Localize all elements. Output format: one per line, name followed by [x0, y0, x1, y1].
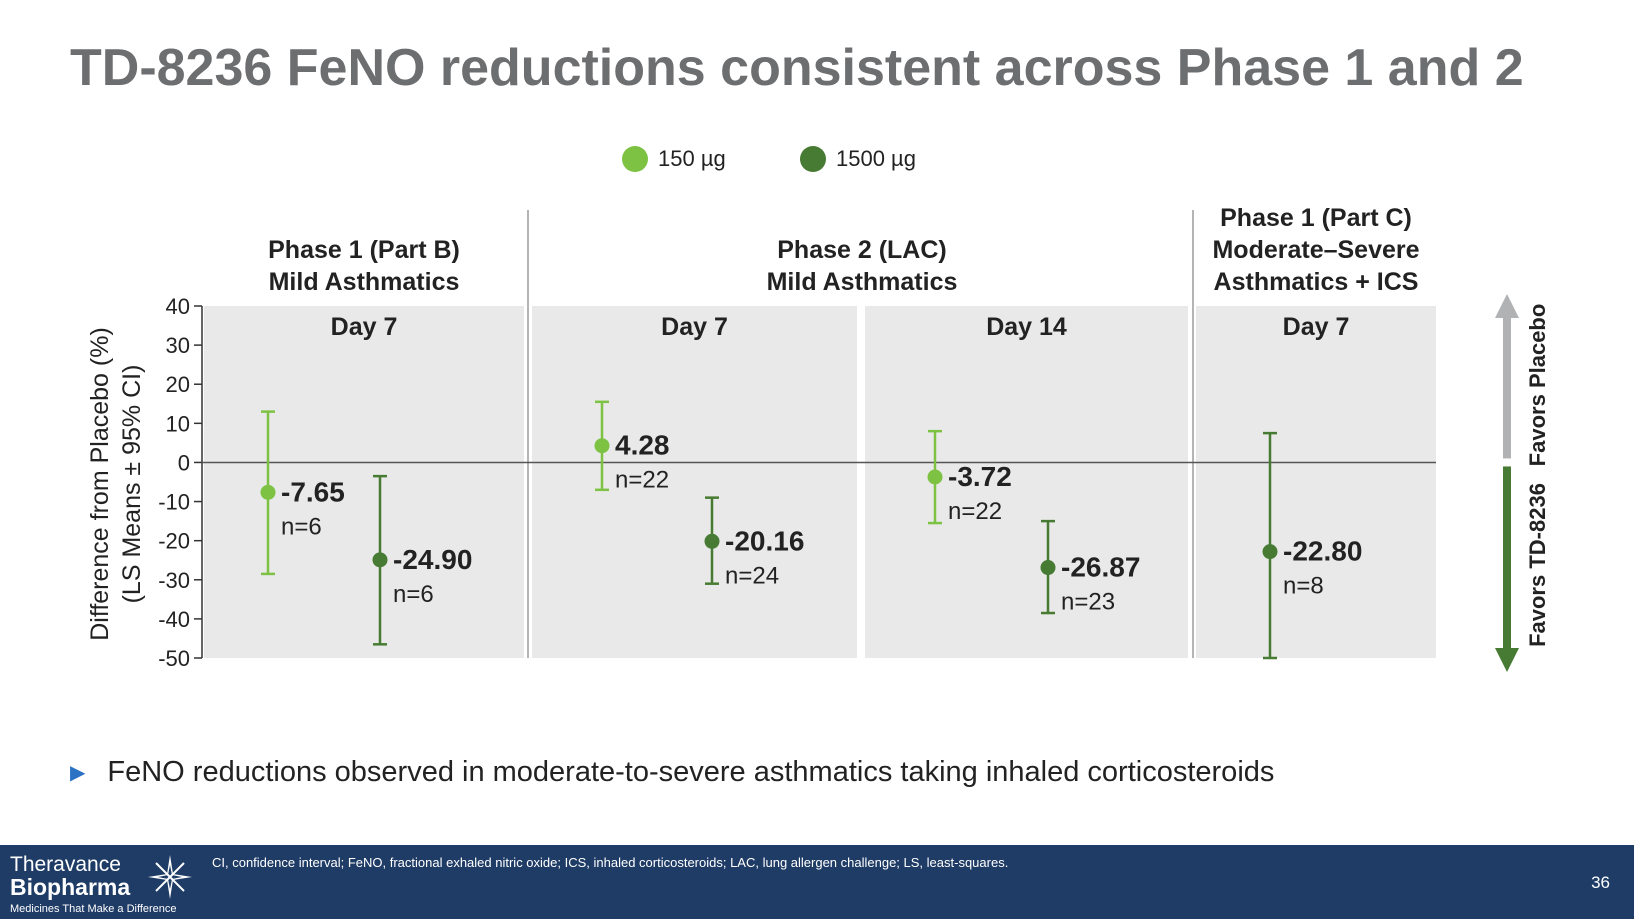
panel-label-day: Day 7 [661, 313, 728, 341]
study-header-line: Phase 1 (Part B) [268, 236, 460, 264]
legend-label-1500: 1500 µg [836, 146, 916, 171]
sample-size-label: n=6 [393, 581, 434, 608]
mean-point [704, 533, 720, 549]
logo-line1: Theravance [10, 853, 121, 876]
y-axis-title-line2: (LS Means ± 95% CI) [118, 365, 146, 604]
sample-size-label: n=23 [1061, 589, 1115, 616]
y-tick-label: -40 [158, 607, 190, 632]
forest-plot: Day 7 Day 7 Day 14 Day 7 Phase 1 (Part B) Mil… [86, 204, 1550, 672]
sample-size-label: n=22 [948, 498, 1002, 525]
panel-label-day: Day 7 [331, 313, 398, 341]
bullet-arrow-icon: ▶ [70, 762, 86, 784]
y-tick-label: 0 [178, 450, 190, 475]
y-tick-label: 10 [166, 411, 190, 436]
legend-marker-1500 [800, 146, 826, 172]
panel-background [1196, 306, 1436, 658]
y-tick-label: 30 [166, 333, 190, 358]
panel-background [532, 306, 857, 658]
mean-value-label: -3.72 [948, 461, 1012, 492]
star-logo-icon [148, 855, 192, 899]
mean-value-label: 4.28 [615, 430, 670, 461]
mean-value-label: -20.16 [725, 525, 804, 556]
panel-background [204, 306, 524, 658]
favors-placebo-label: Favors Placebo [1525, 304, 1550, 467]
mean-value-label: -24.90 [393, 544, 472, 575]
favors-placebo-arrow-shaft [1503, 312, 1511, 459]
chart-legend: 150 µg 1500 µg [0, 146, 1634, 186]
study-header-line: Asthmatics + ICS [1214, 268, 1419, 296]
mean-value-label: -26.87 [1061, 552, 1140, 583]
page-title: TD-8236 FeNO reductions consistent acros… [70, 39, 1524, 97]
mean-point [1040, 560, 1056, 576]
study-header-line: Phase 1 (Part C) [1220, 204, 1412, 232]
y-tick-label: -30 [158, 568, 190, 593]
y-tick-label: -20 [158, 529, 190, 554]
y-tick-label: 40 [166, 294, 190, 319]
study-header-line: Mild Asthmatics [767, 268, 958, 296]
mean-point [260, 484, 276, 500]
bullet-point: ▶ FeNO reductions observed in moderate-t… [70, 756, 1274, 789]
mean-value-label: -22.80 [1283, 536, 1362, 567]
study-header-line: Phase 2 (LAC) [777, 236, 946, 264]
mean-value-label: -7.65 [281, 476, 345, 507]
panel-background [865, 306, 1188, 658]
y-tick-label: -50 [158, 646, 190, 671]
favors-td8236-arrowhead [1495, 648, 1519, 672]
study-header-line: Moderate–Severe [1212, 236, 1419, 264]
mean-point [372, 552, 388, 568]
favors-td8236-arrow-shaft [1503, 466, 1511, 648]
mean-point [594, 438, 610, 454]
y-axis-title-line1: Difference from Placebo (%) [86, 327, 114, 641]
legend-label-150: 150 µg [658, 146, 726, 171]
sample-size-label: n=6 [281, 513, 322, 540]
sample-size-label: n=22 [615, 467, 669, 494]
mean-point [927, 469, 943, 485]
panel-label-day: Day 7 [1283, 313, 1350, 341]
footnote: CI, confidence interval; FeNO, fractiona… [212, 855, 1009, 870]
legend-item-1500: 1500 µg [800, 146, 916, 172]
study-header-line: Mild Asthmatics [269, 268, 460, 296]
page-number: 36 [1591, 873, 1610, 892]
y-tick-label: 20 [166, 372, 190, 397]
mean-point [1262, 544, 1278, 560]
legend-marker-150 [622, 146, 648, 172]
bullet-text: FeNO reductions observed in moderate-to-… [107, 756, 1275, 788]
favors-placebo-arrowhead [1495, 294, 1519, 318]
sample-size-label: n=24 [725, 562, 779, 589]
y-tick-label: -10 [158, 490, 190, 515]
logo-tagline: Medicines That Make a Difference [10, 903, 177, 915]
favors-td8236-label: Favors TD-8236 [1525, 483, 1550, 647]
company-logo: Theravance Biopharma Medicines That Make… [10, 853, 192, 915]
legend-item-150: 150 µg [622, 146, 726, 172]
sample-size-label: n=8 [1283, 573, 1324, 600]
logo-line2: Biopharma [10, 874, 131, 900]
panel-label-day: Day 14 [986, 313, 1067, 341]
footer-bar: Theravance Biopharma Medicines That Make… [0, 845, 1634, 919]
